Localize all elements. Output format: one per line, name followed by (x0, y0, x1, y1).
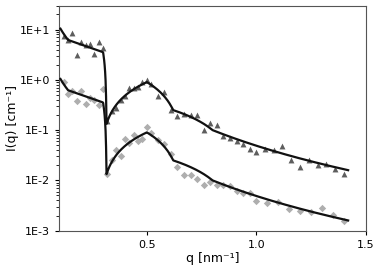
Point (113, 105, 119, 110)
Point (135, 139, 141, 143)
Point (240, 191, 246, 195)
Point (227, 184, 233, 188)
Point (323, 162, 329, 166)
Point (61, 34, 67, 38)
Point (188, 113, 194, 117)
Point (105, 119, 111, 124)
Point (131, 86, 137, 90)
Point (279, 144, 285, 149)
Point (306, 158, 312, 162)
Point (155, 137, 161, 142)
Y-axis label: I(q) [cm⁻¹]: I(q) [cm⁻¹] (6, 85, 19, 151)
Point (214, 182, 220, 187)
Point (181, 112, 187, 117)
Point (65, 91, 71, 96)
Point (122, 137, 128, 142)
Point (253, 199, 259, 203)
Point (126, 86, 132, 91)
Point (100, 46, 106, 50)
Point (82, 43, 89, 47)
Point (162, 90, 168, 95)
Point (275, 200, 281, 205)
Point (74, 53, 80, 57)
Point (87, 42, 93, 46)
Point (117, 98, 124, 102)
Point (214, 123, 220, 128)
Point (139, 137, 146, 142)
Point (168, 108, 174, 112)
Point (100, 86, 106, 91)
Point (135, 85, 141, 89)
Point (131, 133, 137, 137)
Point (162, 141, 168, 146)
Point (194, 112, 200, 117)
Point (341, 219, 347, 223)
Point (91, 51, 97, 56)
Point (87, 96, 93, 100)
Point (109, 157, 115, 162)
Point (126, 141, 132, 145)
Point (148, 131, 154, 135)
Point (82, 102, 89, 106)
Point (194, 177, 200, 181)
Point (234, 189, 240, 193)
Point (330, 213, 336, 218)
Point (155, 94, 161, 98)
Point (220, 183, 226, 187)
Point (264, 201, 270, 205)
Point (207, 120, 213, 125)
Point (113, 148, 119, 152)
Point (188, 173, 194, 178)
Point (286, 207, 292, 211)
Point (201, 183, 207, 187)
Point (117, 154, 124, 158)
Point (247, 147, 253, 151)
Point (308, 210, 314, 214)
Point (227, 136, 233, 140)
Point (253, 150, 259, 154)
X-axis label: q [nm⁻¹]: q [nm⁻¹] (186, 253, 239, 265)
Point (70, 31, 76, 35)
Point (181, 173, 187, 177)
Point (61, 80, 67, 84)
Point (96, 40, 102, 44)
Point (74, 99, 80, 104)
Point (247, 191, 253, 196)
Point (139, 79, 146, 84)
Point (332, 167, 338, 171)
Point (96, 103, 102, 107)
Point (234, 139, 240, 144)
Point (65, 38, 71, 43)
Point (78, 89, 84, 93)
Point (78, 40, 84, 45)
Point (174, 165, 180, 170)
Point (262, 147, 268, 151)
Point (319, 206, 325, 210)
Point (91, 98, 97, 102)
Point (341, 172, 347, 176)
Point (105, 172, 111, 176)
Point (70, 88, 76, 93)
Point (220, 134, 226, 138)
Point (109, 109, 115, 113)
Point (297, 209, 303, 214)
Point (148, 82, 154, 86)
Point (315, 163, 321, 167)
Point (297, 164, 303, 169)
Point (201, 128, 207, 133)
Point (168, 151, 174, 156)
Point (122, 94, 128, 98)
Point (144, 124, 150, 129)
Point (207, 180, 213, 184)
Point (288, 158, 294, 162)
Point (174, 113, 180, 118)
Point (271, 148, 277, 152)
Point (144, 78, 150, 82)
Point (240, 141, 246, 146)
